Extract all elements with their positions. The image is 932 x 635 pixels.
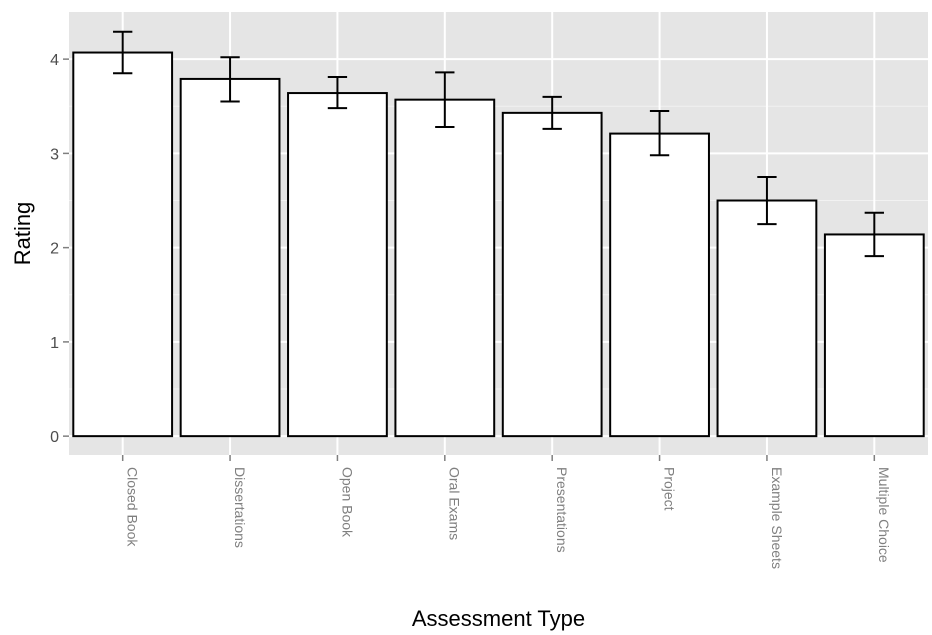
bar [72, 51, 174, 438]
x-tick-label: Presentations [554, 467, 570, 553]
error-bar [757, 175, 777, 226]
y-tick-label: 4 [50, 52, 59, 69]
x-tick-label: Project [661, 467, 677, 511]
y-tick-label: 2 [50, 241, 59, 258]
error-bars [113, 30, 884, 258]
y-tick-label: 3 [50, 146, 59, 163]
error-bar [220, 56, 240, 103]
y-axis: 0 1 2 3 4 [50, 52, 69, 446]
error-bar [542, 95, 562, 130]
error-bar [435, 71, 455, 128]
bar [823, 233, 925, 438]
x-tick-label: Example Sheets [769, 467, 785, 569]
bar [609, 132, 710, 438]
x-tick-label: Oral Exams [447, 467, 463, 540]
bar [179, 77, 281, 438]
x-tick-label: Multiple Choice [876, 467, 892, 563]
y-axis-title: Rating [10, 202, 35, 266]
bar [716, 199, 818, 438]
error-bar [113, 30, 133, 75]
x-tick-label: Open Book [339, 467, 355, 538]
error-bar [864, 211, 884, 258]
bar [394, 98, 496, 438]
error-bar [649, 109, 670, 157]
x-tick-label: Closed Book [125, 467, 141, 547]
y-tick-label: 0 [50, 429, 59, 446]
error-bar [327, 76, 348, 110]
x-axis: Closed Book Dissertations Open Book Oral Ex… [121, 455, 892, 569]
x-tick-label: Dissertations [232, 467, 248, 548]
y-tick-label: 1 [50, 335, 59, 352]
bar [287, 92, 388, 438]
bars [72, 51, 925, 438]
x-axis-title: Assessment Type [412, 606, 585, 631]
bar [501, 111, 603, 438]
